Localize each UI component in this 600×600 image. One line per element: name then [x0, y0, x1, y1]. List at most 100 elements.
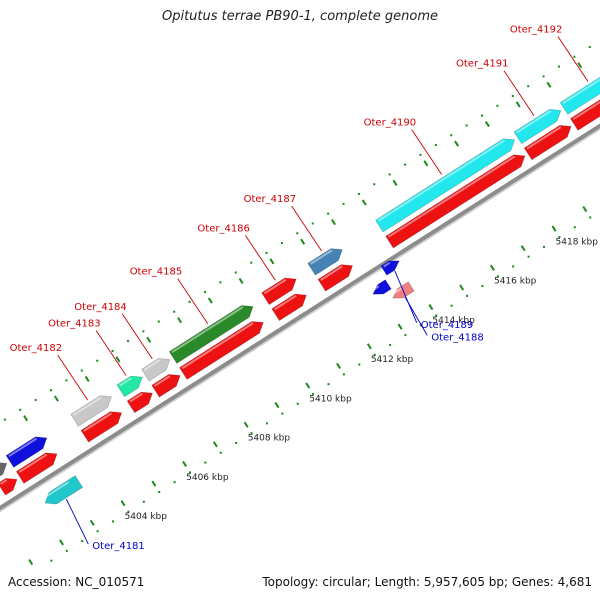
guide-dot — [542, 245, 545, 248]
gene-label[interactable]: Oter_4186 — [197, 223, 250, 234]
gene-arrow-highlight — [562, 70, 600, 104]
cds-arrow[interactable] — [151, 370, 184, 398]
gene-arrow[interactable] — [380, 256, 402, 276]
cds-arrow[interactable] — [179, 317, 267, 380]
guide-dot — [173, 310, 176, 313]
gene-label[interactable]: Oter_4183 — [48, 319, 101, 330]
gene-arrow[interactable] — [168, 301, 257, 364]
tick-mark — [546, 81, 552, 88]
gene-label[interactable]: Oter_4187 — [244, 194, 297, 205]
guide-dot — [388, 173, 391, 176]
tick-mark — [243, 421, 249, 428]
gene-label[interactable]: Oter_4181 — [92, 541, 145, 552]
guide-dot — [573, 55, 576, 58]
cds-arrow[interactable] — [271, 289, 310, 322]
gene-arrow-shape — [116, 375, 143, 398]
gene-label[interactable]: Oter_4192 — [510, 24, 563, 35]
gene-label[interactable]: Oter_4182 — [10, 343, 63, 354]
gene-arrow-highlight — [263, 278, 287, 295]
guide-dot — [219, 451, 222, 454]
cds-arrow-shape — [570, 85, 600, 131]
guide-dot — [557, 65, 560, 68]
tick-mark — [361, 199, 367, 206]
guide-dot — [588, 45, 591, 48]
guide-dot — [96, 359, 99, 362]
gene-arrow[interactable] — [390, 281, 415, 303]
cds-arrow[interactable] — [80, 407, 125, 443]
guide-dot — [158, 491, 161, 494]
gene-arrow-shape — [307, 248, 343, 276]
cds-arrow[interactable] — [385, 150, 529, 249]
guide-dot — [450, 304, 453, 307]
gene-label[interactable]: Oter_4189 — [421, 320, 474, 331]
label-leader-line — [557, 36, 589, 82]
guide-dot — [419, 324, 422, 327]
accession-text: Accession: NC_010571 — [8, 575, 145, 589]
cds-arrow[interactable] — [570, 81, 600, 131]
label-leader-line — [411, 129, 443, 175]
gene-arrow-shape — [372, 279, 392, 295]
guide-dot — [250, 432, 253, 435]
gene-arrow[interactable] — [0, 457, 11, 480]
guide-dot — [65, 379, 68, 382]
gene-label[interactable]: Oter_4184 — [74, 302, 127, 313]
tick-mark — [120, 500, 126, 507]
guide-dot — [281, 412, 284, 415]
gene-track — [0, 65, 600, 509]
guide-dot — [173, 481, 176, 484]
guide-dot — [419, 153, 422, 156]
gene-arrow[interactable] — [141, 354, 174, 382]
cds-arrow[interactable] — [317, 260, 356, 292]
gene-arrow[interactable] — [513, 104, 565, 145]
gene-arrow[interactable] — [116, 371, 146, 398]
gene-arrow[interactable] — [559, 65, 600, 115]
guide-dot — [358, 363, 361, 366]
gene-arrow[interactable] — [41, 475, 84, 509]
gene-arrow[interactable] — [307, 244, 346, 276]
cds-arrow[interactable] — [523, 121, 575, 161]
cds-arrow-highlight — [387, 155, 516, 238]
gene-arrow[interactable] — [375, 134, 519, 233]
gene-label[interactable]: Oter_4188 — [431, 332, 484, 343]
tick-mark — [207, 297, 213, 304]
label-leader-line — [503, 70, 535, 116]
tick-mark — [423, 160, 429, 167]
tick-mark — [23, 415, 29, 422]
tick-label: 5410 kbp — [309, 394, 352, 404]
gene-label[interactable]: Oter_4185 — [130, 267, 183, 278]
tick-mark — [392, 179, 398, 186]
genome-summary-text: Topology: circular; Length: 5,957,605 bp… — [262, 575, 592, 589]
guide-dot — [188, 300, 191, 303]
cds-arrow-highlight — [572, 86, 600, 121]
guide-dot — [203, 291, 206, 294]
cds-arrow[interactable] — [126, 387, 156, 414]
tick-mark — [274, 402, 280, 409]
tick-mark — [177, 317, 183, 324]
gene-arrow-highlight — [383, 261, 391, 268]
gene-arrow[interactable] — [5, 432, 50, 468]
gene-label[interactable]: Oter_4190 — [364, 118, 417, 129]
tick-label: 5408 kbp — [248, 434, 291, 444]
guide-dot — [127, 510, 130, 513]
guide-dot — [265, 251, 268, 254]
cds-arrow[interactable] — [0, 474, 21, 496]
tick-mark — [212, 441, 218, 448]
tick-label: 5416 kbp — [494, 277, 537, 287]
gene-arrow-highlight — [310, 249, 333, 265]
gene-arrow[interactable] — [70, 391, 115, 427]
guide-dot — [34, 398, 37, 401]
gene-arrow-shape — [375, 138, 516, 233]
cds-arrow-highlight — [526, 126, 562, 150]
gene-arrow-shape — [5, 436, 48, 468]
guide-dot — [373, 183, 376, 186]
gene-arrow[interactable] — [370, 279, 392, 299]
gene-arrow[interactable] — [261, 273, 300, 305]
guide-dot — [235, 441, 238, 444]
guide-dot — [327, 212, 330, 215]
gene-label[interactable]: Oter_4191 — [456, 59, 509, 70]
cds-arrow-highlight — [83, 412, 112, 432]
cds-arrow[interactable] — [15, 448, 60, 484]
gene-arrow-highlight — [8, 437, 38, 457]
gene-arrow-highlight — [377, 139, 506, 222]
